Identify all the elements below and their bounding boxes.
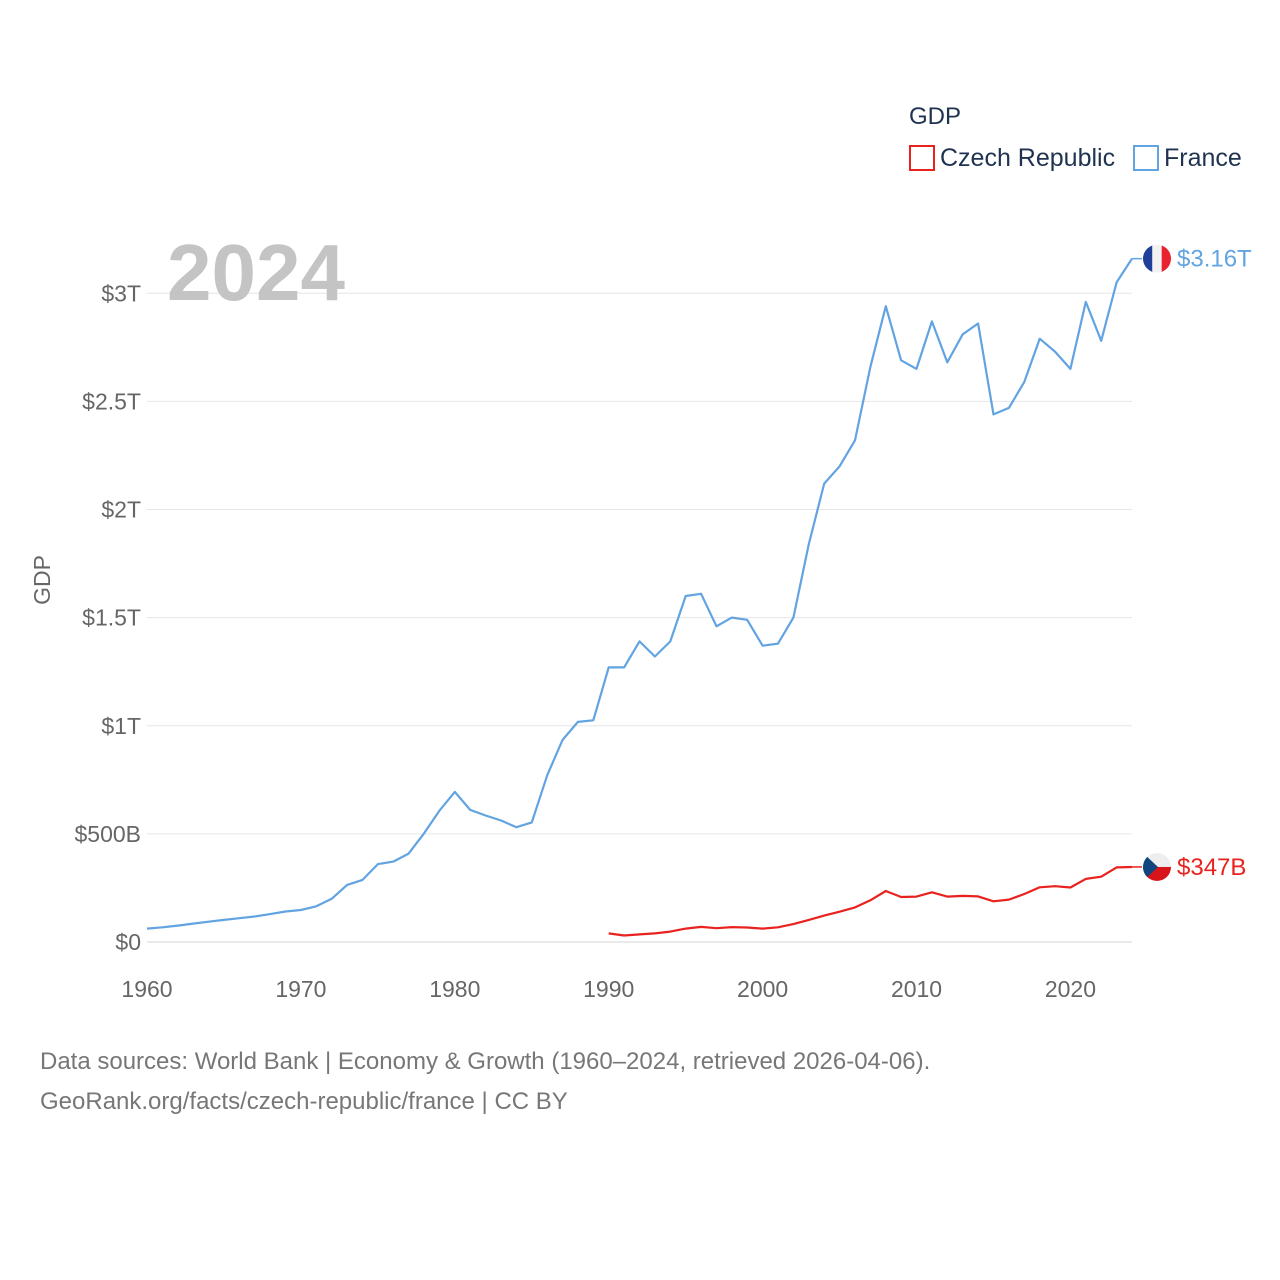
- y-tick-label: $1T: [101, 713, 141, 739]
- france-flag-icon: [1143, 244, 1171, 273]
- x-tick-label: 2000: [737, 976, 788, 1002]
- legend-item-czech-republic[interactable]: Czech Republic: [909, 144, 1115, 172]
- x-tick-label: 2020: [1045, 976, 1096, 1002]
- y-tick-label: $3T: [101, 280, 141, 306]
- end-value-label-czech-republic: $347B: [1177, 854, 1246, 881]
- y-tick-label: $2T: [101, 497, 141, 523]
- x-tick-label: 2010: [891, 976, 942, 1002]
- legend-item-france[interactable]: France: [1133, 144, 1242, 172]
- series-line-france: [146, 258, 1133, 930]
- x-tick-label: 1980: [429, 976, 480, 1002]
- flag-stripe-blue: [1143, 244, 1153, 273]
- legend-swatch-czech-republic: [909, 145, 935, 171]
- flag-body: [1143, 244, 1171, 273]
- x-tick-label: 1970: [275, 976, 326, 1002]
- legend-label-france: France: [1164, 144, 1242, 172]
- legend[interactable]: GDP Czech Republic France: [909, 103, 1242, 172]
- end-value-label-france: $3.16T: [1177, 246, 1252, 273]
- x-axis: 1960 1970 1980 1990 2000 2010 2020: [121, 976, 1096, 1002]
- series-line-czech-republic: [608, 865, 1133, 937]
- series-endpoints: $347B $3.16T: [1132, 244, 1252, 881]
- y-tick-label: $1.5T: [82, 605, 141, 631]
- source-note: Data sources: World Bank | Economy & Gro…: [40, 1042, 1240, 1122]
- flag-stripe-red: [1161, 244, 1171, 273]
- czech-flag-icon: [1143, 852, 1171, 881]
- source-line-1: Data sources: World Bank | Economy & Gro…: [40, 1048, 931, 1075]
- gridlines: [147, 292, 1132, 943]
- flag-triangle-blue: [1143, 852, 1158, 881]
- source-line-2[interactable]: GeoRank.org/facts/czech-republic/france …: [40, 1088, 568, 1115]
- legend-label-czech-republic: Czech Republic: [940, 144, 1115, 172]
- x-tick-label: 1960: [121, 976, 172, 1002]
- y-tick-label: $0: [115, 929, 141, 955]
- y-tick-label: $500B: [74, 821, 141, 847]
- year-watermark: 2024: [167, 228, 345, 317]
- y-tick-label: $2.5T: [82, 388, 141, 414]
- y-axis: $0 $500B $1T $1.5T $2T $2.5T $3T: [74, 280, 141, 955]
- x-tick-label: 1990: [583, 976, 634, 1002]
- legend-title: GDP: [909, 103, 961, 130]
- y-axis-title: GDP: [29, 555, 55, 605]
- flag-body: [1143, 852, 1171, 881]
- flag-stripe-white: [1152, 244, 1162, 273]
- legend-swatch-france: [1133, 145, 1159, 171]
- series-lines: [146, 258, 1133, 937]
